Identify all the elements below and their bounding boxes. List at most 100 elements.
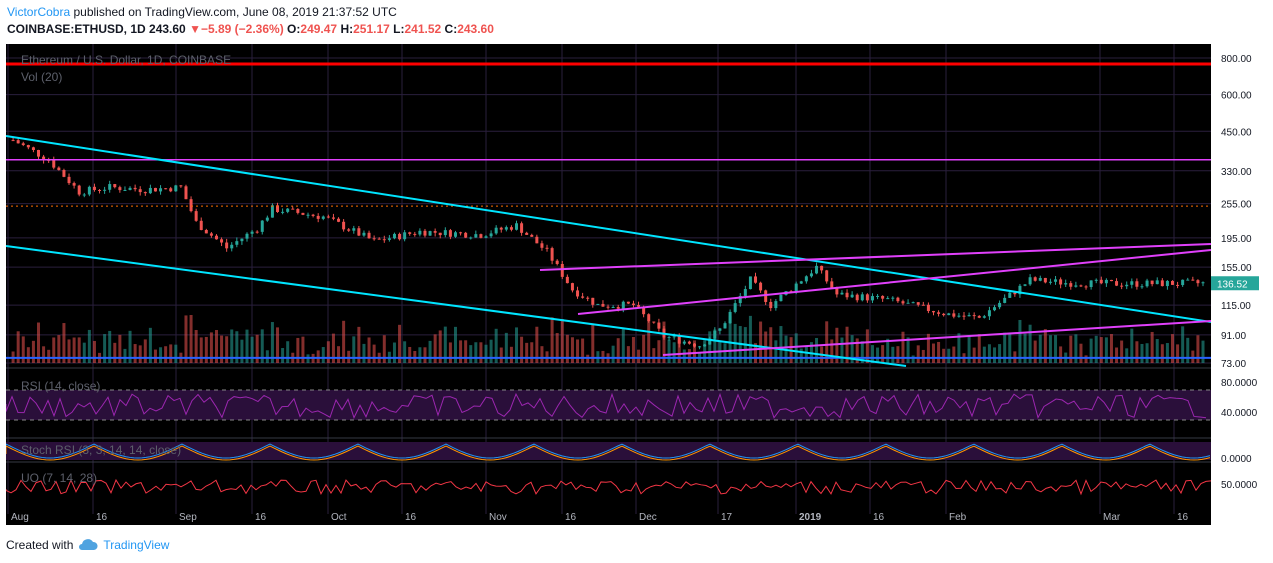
candle-body xyxy=(474,234,478,238)
price-axis[interactable]: 800.00 600.00 450.00 330.00 255.00 195.00 155.… xyxy=(1211,44,1273,525)
candle-body xyxy=(372,238,376,240)
volume-bar xyxy=(835,327,839,363)
volume-bar xyxy=(631,336,635,363)
candle-body xyxy=(520,223,524,233)
candle-body xyxy=(352,228,356,231)
volume-bar xyxy=(265,350,269,363)
volume-bar xyxy=(1140,343,1144,363)
author-link[interactable]: VictorCobra xyxy=(7,5,71,19)
candle-body xyxy=(331,217,335,219)
channel-line-top xyxy=(539,243,1211,271)
volume-bar xyxy=(372,344,376,363)
volume-bar xyxy=(52,337,56,363)
volume-bar xyxy=(1069,335,1073,363)
volume-bar xyxy=(957,333,961,363)
volume-bar xyxy=(860,341,864,363)
volume-bar xyxy=(220,335,224,363)
candle-body xyxy=(982,316,986,318)
candle-body xyxy=(1099,279,1103,284)
candle-body xyxy=(921,304,925,306)
close-value: 243.60 xyxy=(457,22,494,36)
open-value: 249.47 xyxy=(300,22,338,36)
candle-body xyxy=(77,185,81,195)
candle-body xyxy=(459,232,463,234)
volume-bar xyxy=(662,321,666,363)
candle-body xyxy=(530,234,534,237)
volume-bar xyxy=(504,332,508,363)
volume-bar xyxy=(453,326,457,363)
volume-bar xyxy=(260,329,264,363)
candle-body xyxy=(52,160,56,168)
candle-body xyxy=(16,140,20,144)
candle-body xyxy=(779,294,783,302)
candle-body xyxy=(835,288,839,295)
candle-body xyxy=(1181,279,1185,286)
candle-body xyxy=(728,311,732,324)
candle-body xyxy=(896,297,900,302)
volume-bar xyxy=(804,346,808,363)
volume-bar xyxy=(1043,329,1047,363)
candle-body xyxy=(443,230,447,236)
candle-body xyxy=(626,301,630,304)
volume-bar xyxy=(214,330,218,363)
volume-bar xyxy=(591,324,595,363)
candle-body xyxy=(296,208,300,213)
volume-bar xyxy=(708,331,712,363)
volume-bar xyxy=(1099,337,1103,363)
candle-body xyxy=(291,208,295,210)
volume-bar xyxy=(337,346,341,363)
indicator-tick-label: 40.0000 xyxy=(1221,408,1258,419)
candle-body xyxy=(708,338,712,345)
candle-body xyxy=(565,276,569,284)
candle-body xyxy=(367,232,371,239)
tradingview-brand-link[interactable]: TradingView xyxy=(103,538,170,552)
volume-bar xyxy=(189,315,193,363)
candle-body xyxy=(169,188,173,192)
candle-body xyxy=(184,186,188,200)
candle-body xyxy=(840,292,844,295)
candle-body xyxy=(525,232,529,235)
volume-bar xyxy=(357,326,361,363)
candle-body xyxy=(611,307,615,309)
volume-bar xyxy=(67,339,71,363)
candle-body xyxy=(957,315,961,317)
candle-body xyxy=(977,315,981,318)
price-tick-label: 600.00 xyxy=(1221,91,1252,102)
volume-bar xyxy=(194,330,198,363)
volume-bar xyxy=(891,346,895,363)
chart-svg[interactable]: Aug 16 Sep 16 Oct 16 Nov 16 Dec 17 2019 16 Feb Mar 16 xyxy=(6,44,1211,525)
volume-bar xyxy=(581,338,585,363)
candle-body xyxy=(667,337,671,339)
candle-body xyxy=(1186,279,1190,281)
candle-body xyxy=(87,186,91,195)
candle-body xyxy=(713,330,717,339)
last-price-tag xyxy=(1211,276,1259,291)
candle-body xyxy=(881,295,885,299)
descending-trendline-lower xyxy=(6,245,907,367)
x-tick-label: Mar xyxy=(1103,512,1121,523)
candle-body xyxy=(682,341,686,344)
price-tick-label: 155.00 xyxy=(1221,263,1252,274)
volume-bar xyxy=(896,346,900,363)
volume-bar xyxy=(621,327,625,363)
candle-body xyxy=(301,212,305,215)
volume-pane-label: Vol (20) xyxy=(21,70,63,84)
rsi-line xyxy=(6,392,1207,419)
chart-canvas[interactable]: Aug 16 Sep 16 Oct 16 Nov 16 Dec 17 2019 16 Feb Mar 16 … xyxy=(6,44,1211,525)
price-tick-label: 255.00 xyxy=(1221,200,1252,211)
candle-body xyxy=(937,312,941,314)
indicator-tick-label: 0.0000 xyxy=(1221,454,1252,465)
candle-body xyxy=(423,230,427,236)
candle-body xyxy=(316,215,320,219)
volume-bar xyxy=(184,315,188,363)
candle-body xyxy=(194,211,198,221)
candle-body xyxy=(1135,281,1139,287)
candle-body xyxy=(108,184,112,190)
volume-bar xyxy=(469,345,473,363)
candle-body xyxy=(616,307,620,309)
candles xyxy=(11,137,1205,350)
candle-body xyxy=(204,229,208,234)
candle-body xyxy=(1038,277,1042,281)
candle-body xyxy=(586,297,590,299)
candle-body xyxy=(286,208,290,212)
